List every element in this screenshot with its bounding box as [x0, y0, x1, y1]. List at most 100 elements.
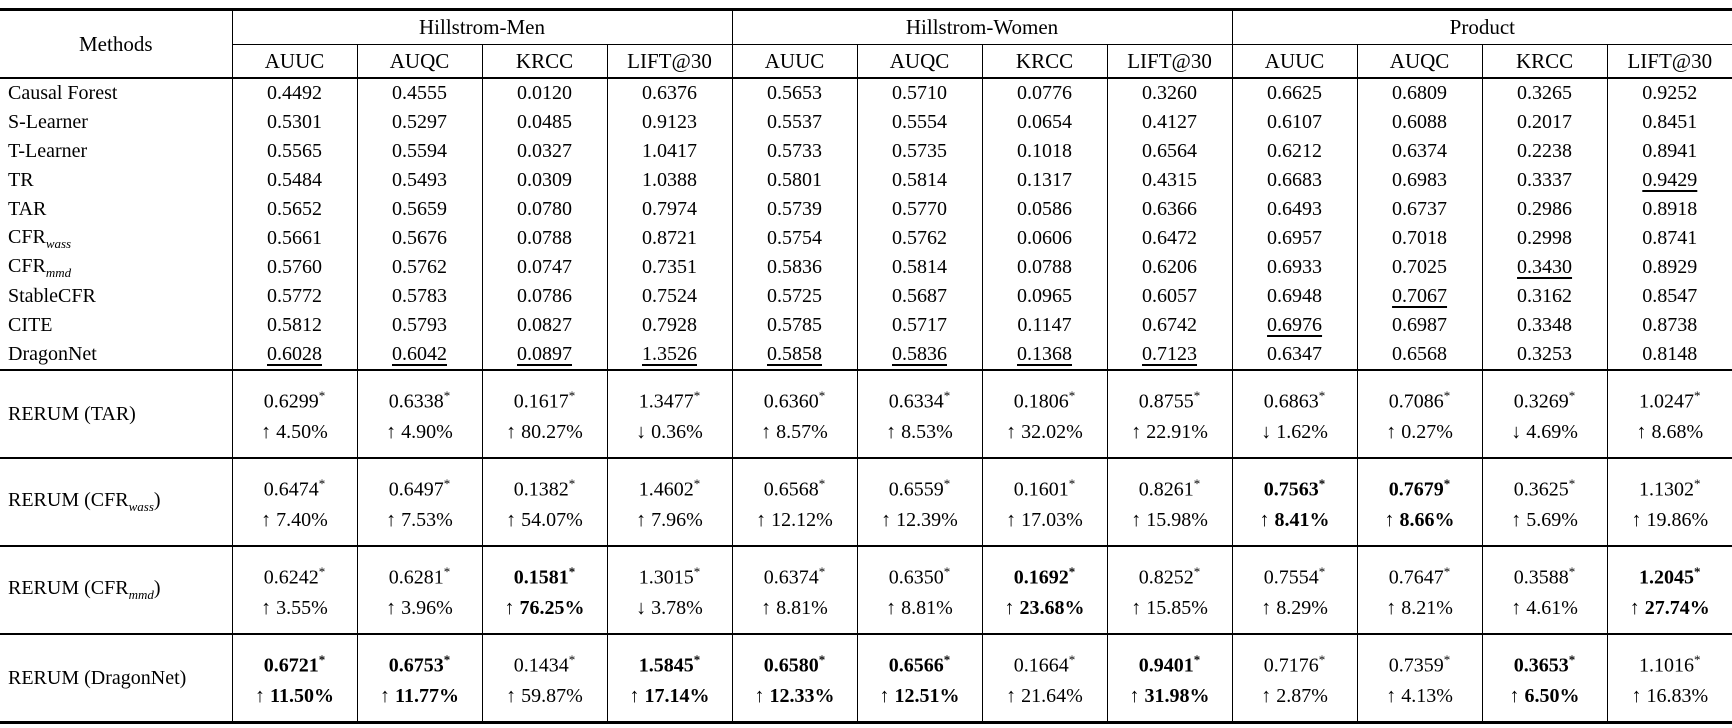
rerum-value: 0.6753* [388, 652, 451, 677]
rerum-delta: ↑ 8.41% [1259, 509, 1330, 531]
metric-header: KRCC [981, 44, 1107, 78]
value-cell: 0.0827 [481, 311, 607, 340]
rerum-value: 1.2045* [1639, 564, 1701, 589]
rerum-value: 0.3588* [1513, 564, 1576, 589]
rerum-delta: ↑ 11.77% [380, 685, 459, 707]
value-cell: 0.1664* ↑ 21.64% [981, 634, 1107, 723]
value-cell: 0.4315 [1106, 166, 1233, 195]
rerum-delta: ↑ 5.69% [1511, 509, 1578, 531]
significance-star: * [693, 476, 701, 491]
value-cell: 0.3162 [1481, 282, 1608, 311]
significance-star: * [1068, 476, 1076, 491]
value-cell: 0.6088 [1356, 108, 1483, 137]
rerum-value: 0.1434* [513, 652, 576, 677]
value-cell: 0.5754 [731, 224, 857, 253]
baseline-methods-section: Causal Forest 0.4492 0.4555 0.0120 0.6376 0.5… [0, 78, 1732, 370]
rerum-delta: ↑ 15.98% [1131, 509, 1208, 531]
value-cell: 0.5297 [356, 108, 482, 137]
value-cell: 0.7359* ↑ 4.13% [1356, 634, 1483, 723]
value-cell: 0.4127 [1106, 108, 1233, 137]
rerum-block: RERUM (TAR) 0.6299* ↑ 4.50% 0.6338* ↑ 4.90% 0… [0, 370, 1732, 458]
metric-header: AUQC [856, 44, 982, 78]
table-row: CFRmmd 0.5760 0.5762 0.0747 0.7351 0.5836 0.58… [0, 253, 1732, 282]
significance-star: * [1443, 388, 1451, 403]
method-label: TR [8, 169, 34, 191]
rerum-block: RERUM (CFRmmd) 0.6242* ↑ 3.55% 0.6281* ↑ 3.9… [0, 546, 1732, 634]
rerum-value: 1.3477* [638, 388, 701, 413]
significance-star: * [818, 388, 826, 403]
value-cell: 0.6360* ↑ 8.57% [731, 370, 857, 458]
rerum-value: 0.6721* [263, 652, 326, 677]
value-cell: 0.8261* ↑ 15.98% [1106, 458, 1233, 546]
rerum-value: 0.7679* [1388, 476, 1451, 501]
rerum-value: 1.1302* [1639, 476, 1701, 501]
value-cell: 0.5717 [856, 311, 982, 340]
rerum-delta: ↑ 23.68% [1004, 597, 1085, 619]
value-cell: 0.5652 [231, 195, 357, 224]
rerum-delta: ↑ 8.81% [886, 597, 953, 619]
rerum-delta: ↑ 8.53% [886, 421, 953, 443]
value-cell: 0.6983 [1356, 166, 1483, 195]
value-cell: 0.8918 [1606, 195, 1732, 224]
significance-star: * [318, 564, 326, 579]
rerum-value: 0.7176* [1263, 652, 1326, 677]
value-cell: 0.7067 [1356, 282, 1483, 311]
value-cell: 0.0586 [981, 195, 1107, 224]
value-cell: 0.2017 [1481, 108, 1608, 137]
rerum-delta: ↑ 17.14% [629, 685, 710, 707]
significance-star: * [318, 652, 326, 667]
value-cell: 0.7123 [1106, 340, 1233, 370]
value-cell: 0.6212 [1231, 137, 1358, 166]
value-cell: 0.5537 [731, 108, 857, 137]
rerum-delta: ↑ 8.66% [1384, 509, 1455, 531]
significance-star: * [1443, 564, 1451, 579]
significance-star: * [568, 564, 576, 579]
method-label: StableCFR [8, 285, 96, 307]
value-cell: 0.6042 [356, 340, 482, 370]
value-cell: 0.6987 [1356, 311, 1483, 340]
value-cell: 0.1617* ↑ 80.27% [481, 370, 607, 458]
value-cell: 0.1368 [981, 340, 1107, 370]
value-cell: 0.8721 [606, 224, 732, 253]
rerum-value: 0.1581* [513, 564, 576, 589]
table-row: RERUM (CFRwass) 0.6474* ↑ 7.40% 0.6497* ↑ 7.… [0, 458, 1732, 546]
value-cell: 0.5858 [731, 340, 857, 370]
value-cell: 0.5725 [731, 282, 857, 311]
value-cell: 0.4492 [231, 78, 357, 108]
value-cell: 0.8929 [1606, 253, 1732, 282]
value-cell: 1.1302* ↑ 19.86% [1606, 458, 1732, 546]
rerum-delta: ↑ 7.53% [386, 509, 453, 531]
rerum-delta: ↑ 4.50% [261, 421, 328, 443]
rerum-delta: ↑ 11.50% [255, 685, 334, 707]
significance-star: * [1068, 564, 1076, 579]
value-cell: 0.0776 [981, 78, 1107, 108]
rerum-value: 1.0247* [1639, 388, 1701, 413]
method-subscript: mmd [45, 264, 72, 280]
group-header-row: Methods Hillstrom-Men Hillstrom-Women Pr… [0, 9, 1732, 56]
value-cell: 0.0747 [481, 253, 607, 282]
rerum-delta: ↑ 12.39% [881, 509, 958, 531]
value-cell: 0.1601* ↑ 17.03% [981, 458, 1107, 546]
rerum-value: 0.8755* [1138, 388, 1201, 413]
metric-header: AUUC [731, 44, 857, 78]
method-label: CFRmmd [8, 254, 72, 280]
rerum-value: 0.3653* [1513, 652, 1576, 677]
value-cell: 0.6107 [1231, 108, 1358, 137]
value-cell: 0.5733 [731, 137, 857, 166]
value-cell: 0.6568* ↑ 12.12% [731, 458, 857, 546]
rerum-value: 0.7554* [1263, 564, 1326, 589]
rerum-delta: ↑ 7.96% [636, 509, 703, 531]
rerum-delta: ↑ 7.40% [261, 509, 328, 531]
value-cell: 0.5770 [856, 195, 982, 224]
method-label: RERUM (TAR) [8, 402, 136, 425]
value-cell: 0.3265 [1481, 78, 1608, 108]
rerum-delta: ↑ 80.27% [506, 421, 583, 443]
metric-header: KRCC [481, 44, 607, 78]
value-cell: 0.0606 [981, 224, 1107, 253]
rerum-delta: ↓ 3.78% [636, 597, 703, 619]
method-label: Causal Forest [8, 82, 118, 104]
rerum-value: 0.6474* [263, 476, 326, 501]
value-cell: 0.5762 [856, 224, 982, 253]
value-cell: 0.5565 [231, 137, 357, 166]
table-row: S-Learner 0.5301 0.5297 0.0485 0.9123 0.5537 0… [0, 108, 1732, 137]
